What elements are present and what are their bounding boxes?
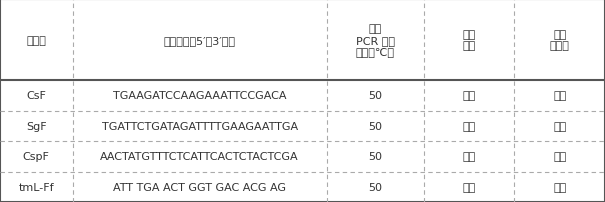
Text: 50: 50 [368,182,382,192]
Text: ATT TGA ACT GGT GAC ACG AG: ATT TGA ACT GGT GAC ACG AG [113,182,286,192]
Text: tmL-Ff: tmL-Ff [19,182,54,192]
Text: 正向: 正向 [462,152,476,162]
Text: SgF: SgF [26,121,47,131]
Text: 通用: 通用 [553,182,566,192]
Text: 50: 50 [368,152,382,162]
Text: 引物
特异性: 引物 特异性 [550,30,569,51]
Text: 特异: 特异 [553,152,566,162]
Text: 特异: 特异 [553,91,566,101]
Text: 特异: 特异 [553,121,566,131]
Text: 多重
PCR 退火
温度（℃）: 多重 PCR 退火 温度（℃） [356,24,394,57]
Text: 50: 50 [368,121,382,131]
Text: TGATTCTGATAGATTTTGAAGAATTGA: TGATTCTGATAGATTTTGAAGAATTGA [102,121,298,131]
Text: 反向: 反向 [462,182,476,192]
Text: 引物序列（5′－3′端）: 引物序列（5′－3′端） [163,35,236,45]
Text: 50: 50 [368,91,382,101]
Text: TGAAGATCCAAGAAATTCCGACA: TGAAGATCCAAGAAATTCCGACA [113,91,286,101]
Text: CsF: CsF [27,91,46,101]
Text: 引物
方向: 引物 方向 [462,30,476,51]
Text: CspF: CspF [23,152,50,162]
Text: 正向: 正向 [462,91,476,101]
Text: 引物名: 引物名 [27,35,46,45]
Text: AACTATGTTTCTCATTCACTCTACTCGA: AACTATGTTTCTCATTCACTCTACTCGA [100,152,299,162]
Text: 正向: 正向 [462,121,476,131]
